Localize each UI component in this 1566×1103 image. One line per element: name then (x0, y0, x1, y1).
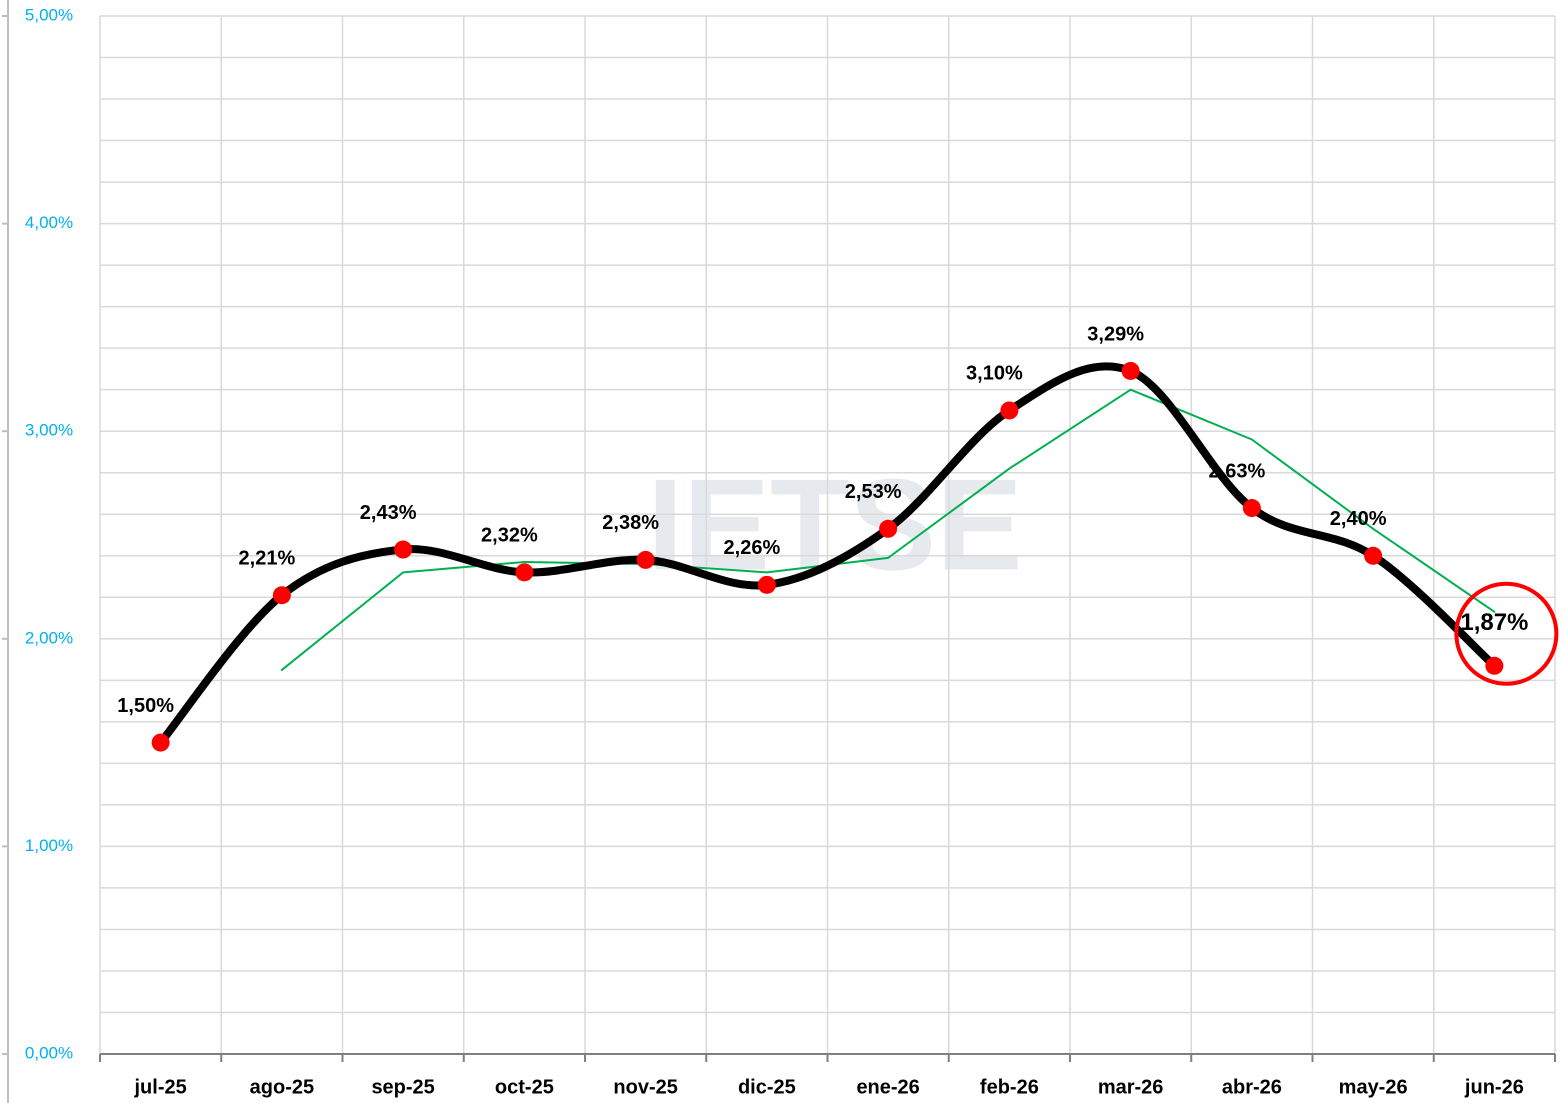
marker (636, 550, 655, 569)
marker (1000, 401, 1019, 420)
x-tick-label: jun-26 (1464, 1076, 1524, 1098)
marker (515, 563, 534, 582)
y-tick-label: 3,00% (25, 421, 73, 440)
marker (272, 586, 291, 605)
marker (151, 733, 170, 752)
marker (757, 575, 776, 594)
x-tick-label: dic-25 (738, 1076, 796, 1098)
series-line (156, 362, 1499, 747)
x-tick-label: nov-25 (613, 1076, 677, 1098)
marker (879, 519, 898, 538)
x-tick-label: ene-26 (856, 1076, 919, 1098)
data-label: 2,53% (845, 481, 902, 503)
x-tick-label: mar-26 (1098, 1076, 1164, 1098)
y-tick-label: 5,00% (25, 5, 73, 24)
x-tick-label: sep-25 (371, 1076, 434, 1098)
marker (1485, 656, 1504, 675)
y-tick-label: 2,00% (25, 628, 73, 647)
data-label: 1,50% (117, 695, 174, 717)
x-tick-label: ago-25 (250, 1076, 314, 1098)
data-label: 2,21% (239, 547, 296, 569)
marker (1242, 499, 1261, 518)
x-tick-label: may-26 (1339, 1076, 1408, 1098)
highlight-circle (1454, 581, 1559, 686)
x-tick-label: jul-25 (134, 1076, 187, 1098)
data-label: 2,26% (724, 537, 781, 559)
data-label: 3,29% (1087, 323, 1144, 345)
marker (1121, 361, 1140, 380)
marker (394, 540, 413, 559)
y-tick-label: 1,00% (25, 836, 73, 855)
y-tick-label: 4,00% (25, 213, 73, 232)
x-tick-label: oct-25 (495, 1076, 554, 1098)
x-tick-label: feb-26 (980, 1076, 1039, 1098)
data-label: 2,40% (1330, 508, 1387, 530)
x-tick-label: abr-26 (1222, 1076, 1282, 1098)
data-label: 2,63% (1209, 460, 1266, 482)
data-label: 2,38% (602, 512, 659, 534)
data-label: 2,43% (360, 502, 417, 524)
data-label: 2,32% (481, 525, 538, 547)
marker (1364, 546, 1383, 565)
data-label: 1,87% (1460, 609, 1528, 636)
data-label: 3,10% (966, 363, 1023, 385)
y-tick-label: 0,00% (25, 1043, 73, 1062)
